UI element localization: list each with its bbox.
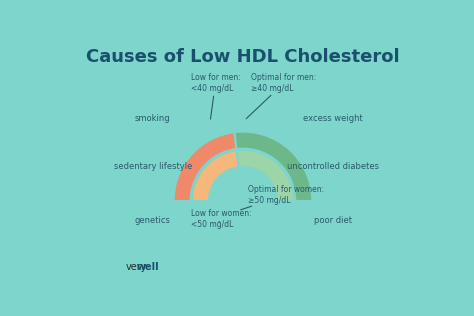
Text: very: very <box>126 262 147 271</box>
Text: Low for women:
<50 mg/dL: Low for women: <50 mg/dL <box>191 210 251 229</box>
Wedge shape <box>173 132 237 201</box>
Wedge shape <box>192 150 239 201</box>
Wedge shape <box>237 150 294 201</box>
Text: poor diet: poor diet <box>314 216 352 225</box>
Text: excess weight: excess weight <box>303 114 363 123</box>
Text: Optimal for men:
≥40 mg/dL: Optimal for men: ≥40 mg/dL <box>246 73 317 119</box>
Text: genetics: genetics <box>135 216 171 225</box>
Text: Causes of Low HDL Cholesterol: Causes of Low HDL Cholesterol <box>86 48 400 66</box>
Text: uncontrolled diabetes: uncontrolled diabetes <box>287 162 379 171</box>
Text: Optimal for women:
≥50 mg/dL: Optimal for women: ≥50 mg/dL <box>241 185 324 210</box>
Text: Low for men:
<40 mg/dL: Low for men: <40 mg/dL <box>191 73 240 119</box>
Text: well: well <box>137 262 160 271</box>
Wedge shape <box>235 131 312 201</box>
Text: smoking: smoking <box>135 114 171 123</box>
Text: sedentary lifestyle: sedentary lifestyle <box>114 162 192 171</box>
